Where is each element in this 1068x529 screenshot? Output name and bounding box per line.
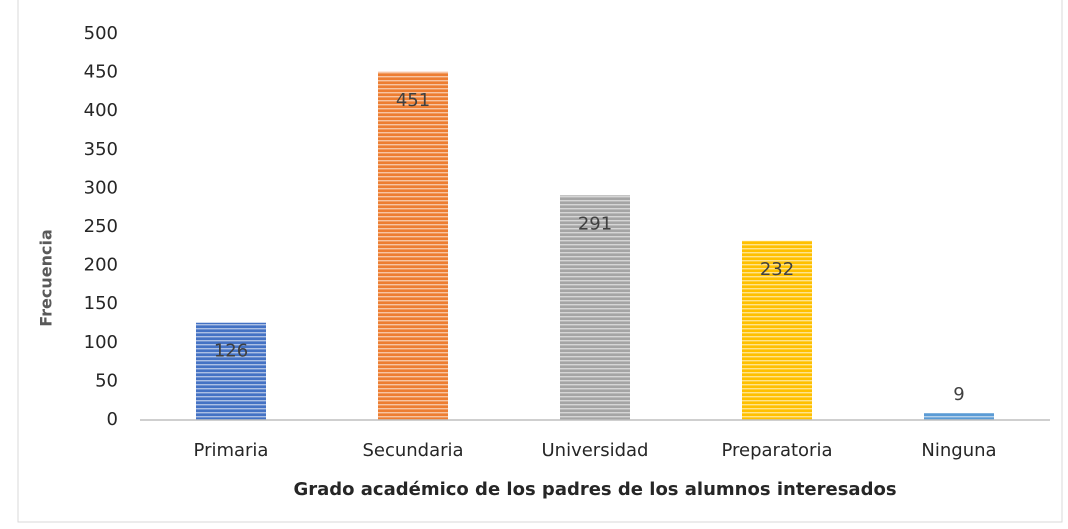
bar-stripes (560, 195, 630, 420)
x-axis-title: Grado académico de los padres de los alu… (293, 479, 896, 500)
y-tick-label: 50 (95, 370, 118, 391)
y-tick-label: 300 (84, 177, 118, 198)
data-label: 291 (578, 213, 612, 234)
data-label: 232 (760, 259, 794, 280)
x-tick-label: Universidad (542, 440, 649, 461)
bar-stripes (378, 71, 448, 420)
y-axis-title: Frecuencia (37, 229, 56, 327)
y-tick-label: 450 (84, 62, 118, 83)
data-label: 9 (953, 384, 964, 405)
y-tick-label: 0 (107, 409, 118, 430)
bar-stripes (924, 413, 994, 420)
data-label: 451 (396, 90, 430, 111)
y-tick-label: 200 (84, 255, 118, 276)
y-tick-label: 500 (84, 23, 118, 44)
y-tick-label: 100 (84, 332, 118, 353)
x-tick-label: Preparatoria (721, 440, 832, 461)
x-tick-label: Ninguna (921, 440, 996, 461)
y-tick-label: 400 (84, 100, 118, 121)
y-tick-label: 250 (84, 216, 118, 237)
bar-stripes (742, 240, 812, 420)
chart-frame (17, 0, 1063, 523)
y-tick-label: 350 (84, 139, 118, 160)
y-tick-label: 150 (84, 293, 118, 314)
x-tick-label: Primaria (194, 440, 269, 461)
data-label: 126 (214, 341, 248, 362)
bar-stripes (196, 322, 266, 420)
x-tick-label: Secundaria (362, 440, 463, 461)
